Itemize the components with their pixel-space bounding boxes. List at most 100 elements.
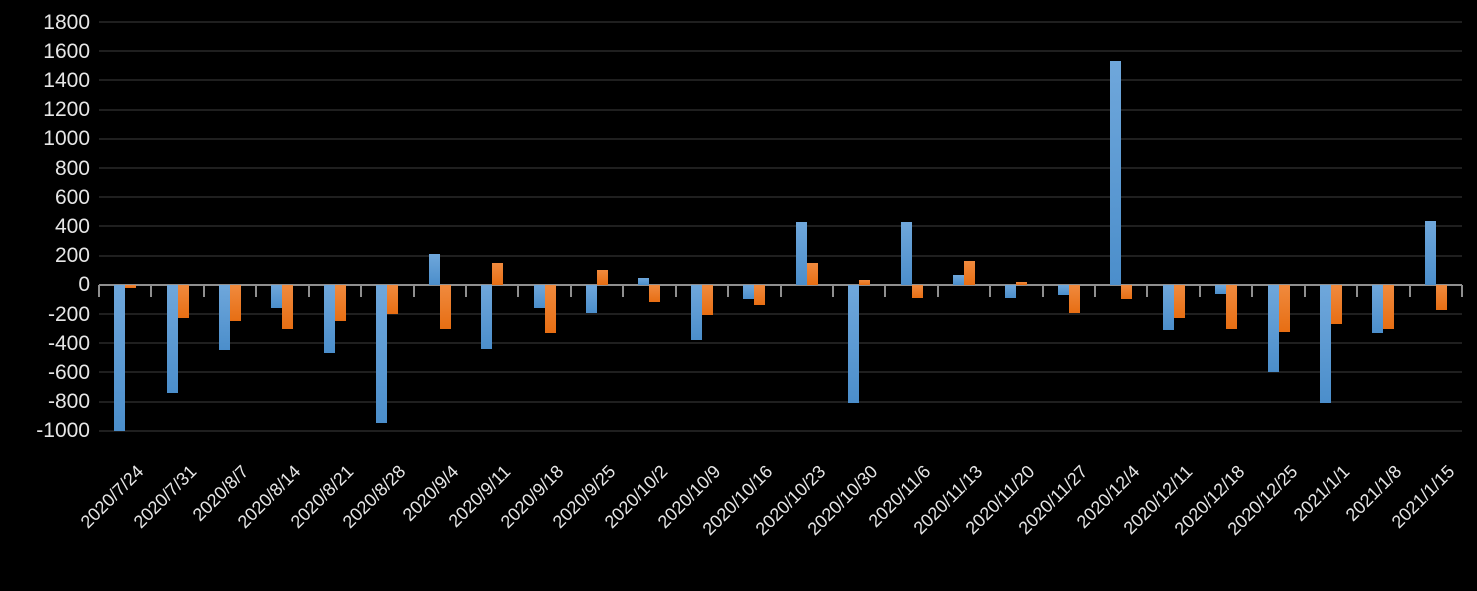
bar-orange	[125, 284, 137, 288]
bar-blue	[1162, 284, 1174, 331]
bar-orange	[230, 284, 242, 322]
bar-blue	[1372, 284, 1384, 333]
axis-tick	[1041, 284, 1044, 297]
gridline	[99, 400, 1462, 403]
axis-tick	[412, 284, 415, 297]
axis-tick	[1198, 284, 1201, 297]
bar-orange	[911, 284, 923, 298]
bar-blue	[166, 284, 178, 393]
axis-tick	[464, 284, 467, 297]
bar-orange	[597, 270, 609, 285]
bar-orange	[1435, 284, 1447, 310]
y-axis-label: -400	[47, 331, 90, 355]
bar-orange	[859, 280, 871, 285]
bar-blue	[1267, 284, 1279, 373]
axis-tick	[517, 284, 520, 297]
gridline	[99, 342, 1462, 345]
axis-tick	[622, 284, 625, 297]
gridline	[99, 225, 1462, 228]
bar-blue	[743, 284, 755, 300]
gridline	[99, 313, 1462, 315]
y-axis-label: 1200	[43, 98, 90, 122]
bar-orange	[387, 284, 399, 314]
gridline	[99, 50, 1462, 53]
bar-blue	[690, 284, 702, 341]
axis-tick	[255, 284, 258, 297]
bar-orange	[701, 284, 713, 316]
axis-tick	[569, 284, 572, 297]
bar-blue	[952, 274, 964, 285]
gridline	[99, 108, 1462, 111]
y-axis-label: 1800	[43, 10, 90, 34]
gridline	[99, 254, 1462, 257]
y-axis-label: -1000	[36, 419, 90, 443]
bar-blue	[638, 277, 650, 285]
bar-orange	[1173, 284, 1185, 319]
gridline	[99, 137, 1462, 140]
gridline	[99, 79, 1462, 82]
bar-blue	[900, 222, 912, 285]
gridline	[99, 371, 1462, 374]
axis-tick	[1356, 284, 1359, 297]
y-axis-label: 400	[54, 214, 90, 238]
bar-orange	[334, 284, 346, 322]
bar-blue	[586, 284, 598, 313]
axis-tick	[1461, 284, 1463, 297]
bar-orange	[177, 284, 189, 319]
axis-tick	[674, 284, 677, 297]
bar-orange	[1330, 284, 1342, 325]
axis-tick	[98, 284, 100, 297]
bar-orange	[282, 284, 294, 329]
axis-tick	[1094, 284, 1097, 297]
bar-orange	[1121, 284, 1133, 300]
bar-blue	[1424, 220, 1436, 285]
y-axis-label: -800	[47, 390, 90, 414]
y-axis-label: 1000	[43, 127, 90, 151]
y-axis-label: -600	[47, 360, 90, 384]
bar-blue	[219, 284, 231, 351]
y-axis-label: 800	[54, 156, 90, 180]
bar-orange	[544, 284, 556, 333]
bar-blue	[323, 284, 335, 354]
axis-tick	[150, 284, 153, 297]
bar-blue	[481, 284, 493, 350]
bar-orange	[754, 284, 766, 306]
y-axis-label: 200	[54, 244, 90, 268]
axis-tick	[202, 284, 205, 297]
bar-blue	[376, 284, 388, 424]
y-axis-label: 1600	[43, 39, 90, 63]
axis-tick	[989, 284, 992, 297]
axis-tick	[1146, 284, 1149, 297]
axis-tick	[727, 284, 730, 297]
bar-blue	[271, 284, 283, 309]
gridline	[99, 196, 1462, 199]
bar-orange	[1226, 284, 1238, 329]
bar-orange	[806, 262, 818, 285]
axis-tick	[307, 284, 310, 297]
bar-blue	[795, 222, 807, 285]
bar-blue	[1057, 284, 1069, 296]
bar-orange	[649, 284, 661, 303]
bar-blue	[848, 284, 860, 404]
bar-blue	[1110, 61, 1122, 285]
bar-blue	[533, 284, 545, 309]
gridline	[99, 429, 1462, 432]
bar-orange	[1068, 284, 1080, 313]
bar-blue	[114, 284, 126, 431]
y-axis-label: 1400	[43, 68, 90, 92]
gridline	[99, 167, 1462, 169]
bar-orange	[963, 261, 975, 285]
axis-tick	[779, 284, 782, 297]
gridline	[99, 21, 1462, 23]
bar-orange	[492, 262, 504, 285]
bar-orange	[1278, 284, 1290, 332]
y-axis-label: 600	[54, 185, 90, 209]
bar-blue	[428, 254, 440, 285]
bar-blue	[1215, 284, 1227, 294]
axis-tick	[831, 284, 834, 297]
bar-orange	[1383, 284, 1395, 329]
y-axis-label: -200	[47, 302, 90, 326]
axis-tick	[884, 284, 887, 297]
y-axis-label: 0	[78, 273, 90, 297]
